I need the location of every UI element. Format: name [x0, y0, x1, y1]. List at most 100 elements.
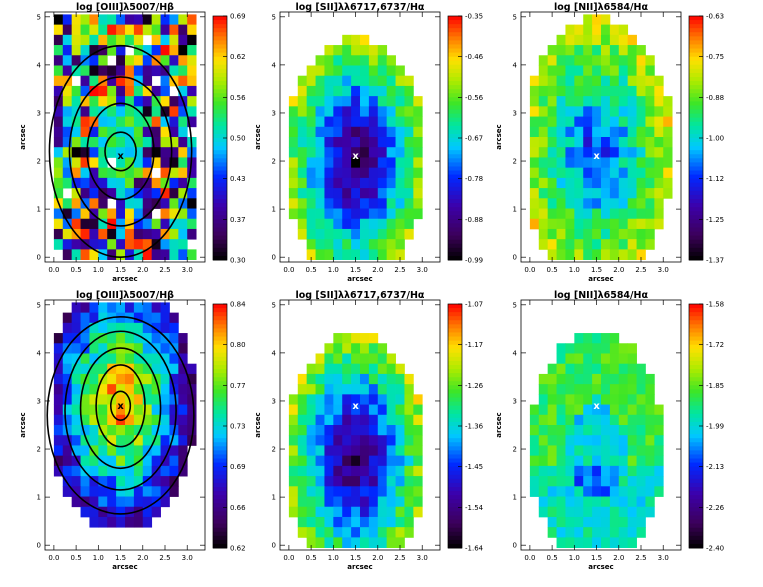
- heatmap-cell: [565, 506, 575, 518]
- heatmap-cell: [116, 137, 126, 148]
- plot-frame: [279, 299, 441, 551]
- heatmap-cell: [386, 96, 396, 107]
- colorbar-segment: [689, 434, 703, 439]
- heatmap-cell: [654, 167, 664, 179]
- heatmap-cell: [386, 228, 396, 240]
- heatmap-cell: [565, 373, 575, 385]
- colorbar-segment: [689, 336, 703, 342]
- heatmap-cell: [627, 516, 637, 528]
- heatmap-cell: [574, 537, 584, 548]
- heatmap-cell: [89, 333, 99, 344]
- heatmap-cell: [565, 239, 575, 250]
- heatmap-cell: [125, 55, 135, 66]
- heatmap-cell: [71, 496, 81, 508]
- heatmap-cell: [71, 65, 81, 77]
- x-tick-label: 3.0: [417, 266, 428, 274]
- heatmap-cell: [627, 384, 637, 395]
- heatmap-cell: [133, 516, 144, 528]
- colorbar-tick-label: -0.56: [465, 94, 484, 102]
- heatmap-cell: [368, 157, 379, 169]
- heatmap-cell: [80, 312, 90, 324]
- heatmap-cell: [529, 137, 540, 148]
- x-tick-label: 3.0: [182, 266, 193, 274]
- heatmap-cell: [609, 198, 620, 209]
- heatmap-cell: [107, 496, 117, 508]
- colorbar-segment: [448, 507, 462, 512]
- heatmap-cell: [627, 363, 637, 375]
- colorbar-segment: [213, 316, 227, 321]
- heatmap-cell: [538, 435, 549, 446]
- center-marker: x: [352, 401, 359, 412]
- heatmap-cell: [601, 249, 611, 260]
- colorbar-segment: [213, 336, 227, 342]
- heatmap-cell: [324, 404, 334, 416]
- heatmap-cell: [89, 425, 99, 436]
- heatmap-cell: [80, 425, 90, 436]
- x-tick-label: 1.0: [93, 554, 104, 562]
- y-tick-label: 5: [37, 301, 41, 309]
- heatmap-cell: [324, 218, 334, 230]
- x-tick-label: 1.0: [569, 266, 580, 274]
- heatmap-cell: [133, 249, 144, 260]
- colorbar-segment: [448, 442, 462, 447]
- heatmap-cell: [133, 506, 144, 518]
- heatmap-cell: [333, 486, 343, 497]
- heatmap-cell: [125, 218, 135, 230]
- heatmap-cell: [556, 516, 566, 528]
- heatmap-cell: [178, 218, 188, 230]
- heatmap-cell: [556, 373, 566, 385]
- heatmap-cell: [133, 85, 144, 97]
- heatmap-cell: [583, 537, 593, 548]
- colorbar-segment: [213, 511, 227, 516]
- heatmap-cell: [71, 476, 81, 487]
- heatmap-cell: [592, 55, 602, 66]
- colorbar-segment: [689, 48, 703, 54]
- heatmap-cell: [351, 45, 361, 56]
- heatmap-cell: [351, 106, 361, 117]
- heatmap-cell: [529, 198, 540, 209]
- heatmap-cell: [574, 384, 584, 395]
- heatmap-cell: [601, 486, 611, 497]
- heatmap-cell: [609, 137, 620, 148]
- heatmap-cell: [342, 198, 352, 209]
- heatmap-cell: [404, 476, 414, 487]
- heatmap-cell: [306, 188, 316, 199]
- colorbar-segment: [213, 373, 227, 378]
- heatmap-cell: [333, 75, 343, 87]
- heatmap-cell: [627, 147, 637, 158]
- heatmap-cell: [342, 157, 352, 169]
- heatmap-cell: [315, 208, 325, 220]
- heatmap-cell: [133, 45, 144, 56]
- heatmap-cell: [636, 414, 646, 426]
- heatmap-cell: [187, 45, 197, 56]
- colorbar-segment: [689, 462, 703, 468]
- colorbar-segment: [448, 178, 462, 184]
- heatmap-cell: [71, 455, 81, 467]
- heatmap-cell: [125, 167, 135, 179]
- heatmap-cell: [404, 167, 414, 179]
- colorbar-segment: [448, 138, 462, 143]
- heatmap-cell: [89, 45, 99, 56]
- heatmap-cell: [169, 414, 179, 426]
- colorbar-segment: [689, 426, 703, 431]
- heatmap-cell: [133, 228, 144, 240]
- heatmap-cell: [395, 394, 405, 405]
- colorbar-segment: [689, 458, 703, 464]
- colorbar-segment: [213, 40, 227, 45]
- heatmap-cell: [169, 249, 179, 260]
- heatmap-cell: [538, 55, 549, 66]
- heatmap-cell: [377, 527, 388, 538]
- heatmap-cell: [306, 394, 316, 405]
- heatmap-cell: [395, 228, 405, 240]
- colorbar-tick-label: -1.58: [706, 301, 724, 309]
- heatmap-cell: [636, 496, 646, 508]
- y-tick-label: 1: [37, 494, 41, 502]
- heatmap-cell: [556, 208, 566, 220]
- heatmap-cell: [556, 157, 566, 169]
- heatmap-cell: [547, 65, 557, 77]
- heatmap-cell: [592, 167, 602, 179]
- x-tick-label: 0.5: [71, 266, 82, 274]
- heatmap-cell: [565, 75, 575, 87]
- heatmap-cell: [297, 126, 308, 138]
- heatmap-cell: [351, 404, 361, 416]
